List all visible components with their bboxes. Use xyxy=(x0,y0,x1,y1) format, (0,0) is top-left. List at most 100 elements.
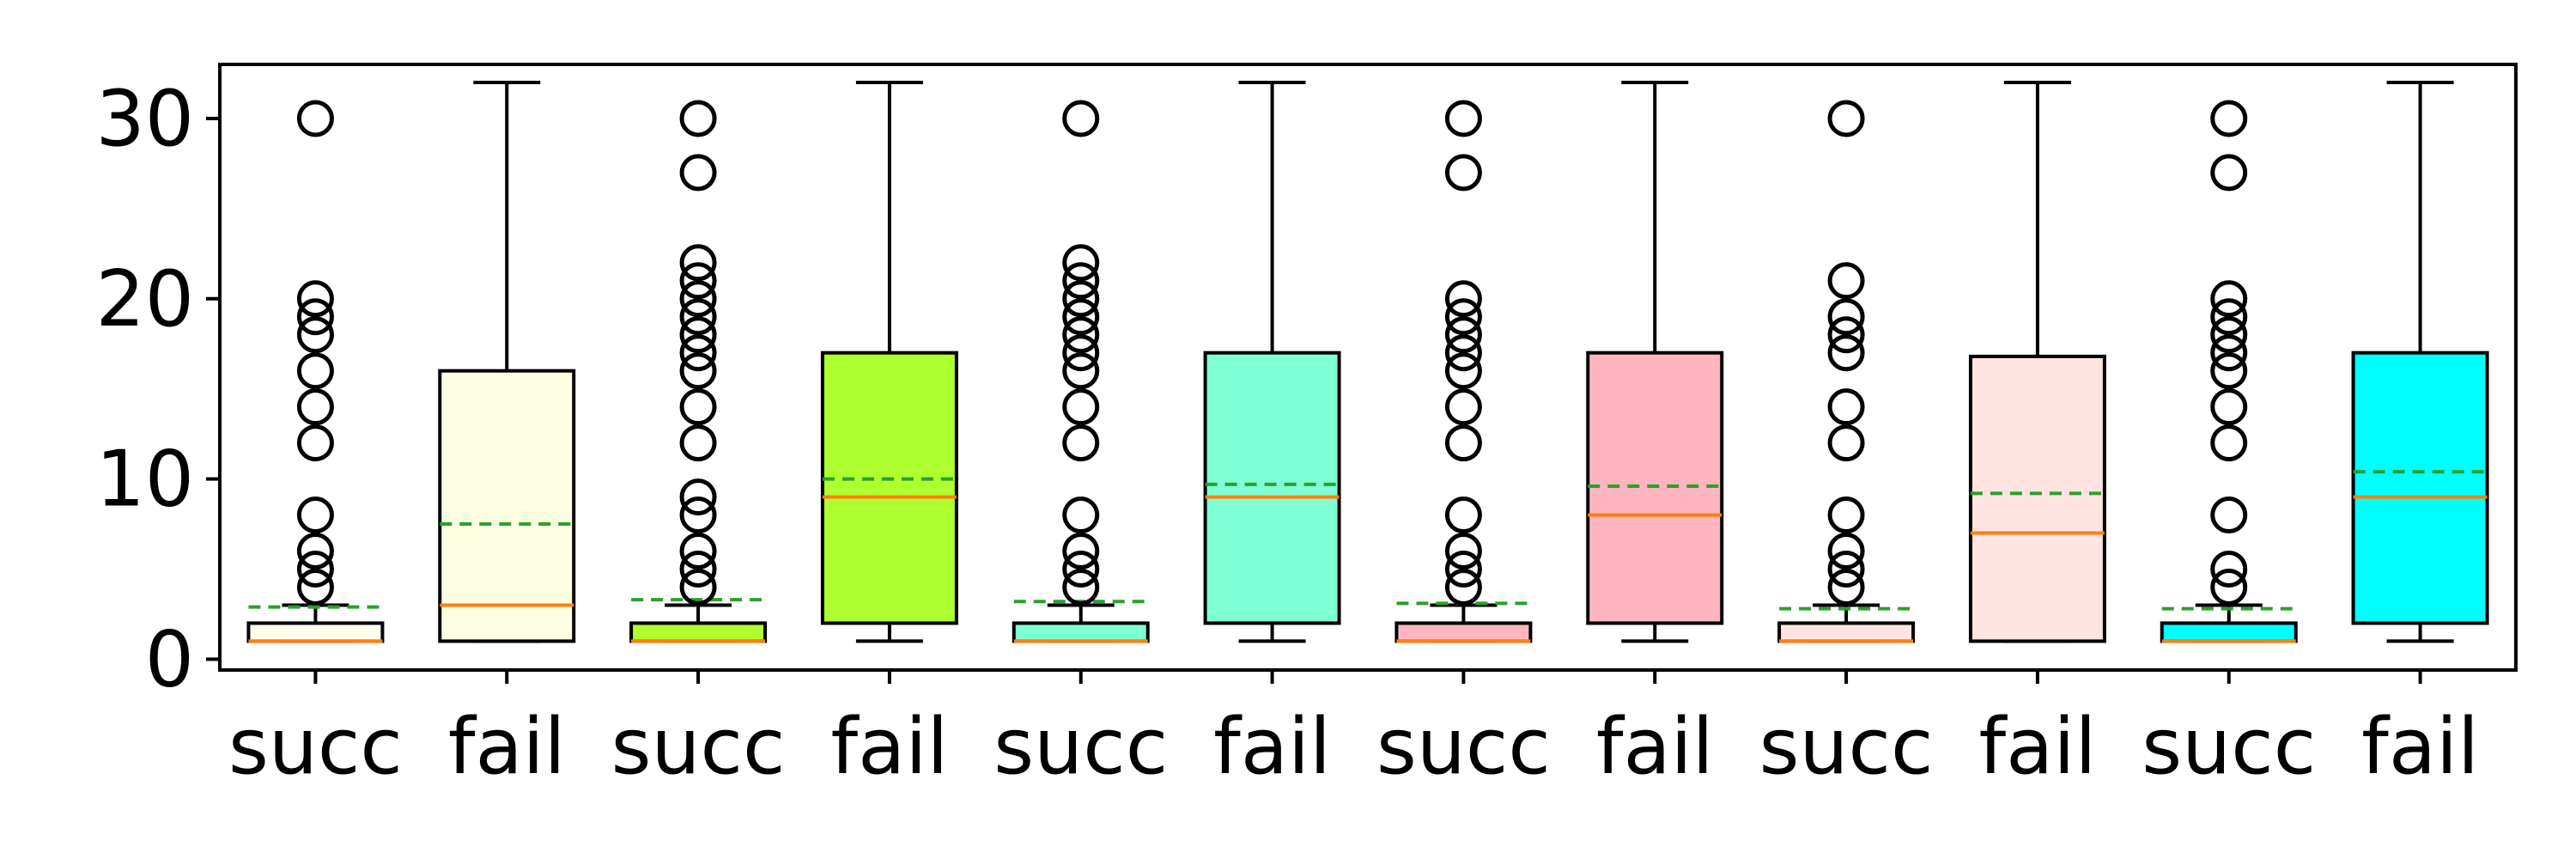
box-group-11 xyxy=(2160,100,2298,643)
x-tick-label: fail xyxy=(1213,702,1331,792)
outlier-point xyxy=(1827,100,1865,137)
outlier-point xyxy=(1062,280,1100,318)
outlier-point xyxy=(679,334,717,372)
boxes-layer xyxy=(246,80,2489,643)
box-iqr xyxy=(438,369,576,643)
outlier-point xyxy=(1444,154,1482,192)
outlier-point xyxy=(1444,334,1482,372)
outlier-point xyxy=(1444,568,1482,606)
outlier-point xyxy=(1444,497,1482,534)
outlier-point xyxy=(1062,424,1100,462)
outlier-point xyxy=(1062,244,1100,282)
box-group-3 xyxy=(629,100,768,643)
outlier-point xyxy=(1062,568,1100,606)
outlier-point xyxy=(1062,100,1100,137)
outlier-point xyxy=(296,424,334,462)
outlier-point xyxy=(1827,298,1865,336)
outlier-point xyxy=(1827,316,1865,354)
outlier-point xyxy=(1827,388,1865,426)
box-iqr xyxy=(1968,354,2106,643)
box-group-8 xyxy=(1586,80,1724,643)
outlier-point xyxy=(2210,388,2248,426)
outlier-point xyxy=(1444,388,1482,426)
outlier-point xyxy=(679,244,717,282)
outlier-point xyxy=(1444,100,1482,137)
box-iqr xyxy=(629,621,768,643)
box-group-10 xyxy=(1968,80,2106,643)
outlier-point xyxy=(679,388,717,426)
outlier-point xyxy=(296,551,334,588)
outlier-point xyxy=(2210,316,2248,354)
outlier-point xyxy=(679,154,717,192)
outlier-point xyxy=(296,352,334,390)
outlier-point xyxy=(1062,497,1100,534)
outlier-point xyxy=(1827,551,1865,588)
outlier-point xyxy=(1062,352,1100,390)
outlier-point xyxy=(1062,334,1100,372)
outlier-point xyxy=(296,497,334,534)
box-group-4 xyxy=(820,80,958,643)
outlier-point xyxy=(679,568,717,606)
outlier-point xyxy=(2210,568,2248,606)
x-tick-label: fail xyxy=(1596,702,1714,792)
outlier-point xyxy=(296,298,334,336)
outlier-point xyxy=(1062,316,1100,354)
outlier-point xyxy=(1062,262,1100,300)
outlier-point xyxy=(2210,154,2248,192)
y-axis: 0 10 20 30 xyxy=(95,74,220,704)
outlier-point xyxy=(679,316,717,354)
x-tick-label: fail xyxy=(448,702,566,792)
box-iqr xyxy=(1586,350,1724,625)
outlier-point xyxy=(679,497,717,534)
box-group-12 xyxy=(2351,80,2489,643)
outlier-point xyxy=(296,533,334,570)
x-tick-label: fail xyxy=(1978,702,2096,792)
outlier-point xyxy=(2210,497,2248,534)
outlier-point xyxy=(2210,334,2248,372)
y-tick-label: 0 xyxy=(145,614,194,704)
outlier-point xyxy=(679,478,717,516)
box-group-7 xyxy=(1394,100,1533,643)
outlier-point xyxy=(2210,280,2248,318)
x-tick-label: succ xyxy=(993,702,1168,792)
outlier-point xyxy=(679,424,717,462)
x-tick-label: succ xyxy=(611,702,786,792)
outlier-point xyxy=(1827,334,1865,372)
outlier-point xyxy=(1444,424,1482,462)
outlier-point xyxy=(2210,551,2248,588)
x-tick-label: succ xyxy=(1759,702,1934,792)
plot-frame xyxy=(218,63,2518,672)
y-tick-label: 30 xyxy=(95,74,194,164)
outlier-point xyxy=(679,280,717,318)
x-axis: succ fail succ fail succ fail succ fail succ fail… xyxy=(228,670,2479,792)
outlier-point xyxy=(2210,424,2248,462)
outlier-point xyxy=(1827,262,1865,300)
y-tick-label: 10 xyxy=(95,435,194,525)
outlier-point xyxy=(1827,568,1865,606)
outlier-point xyxy=(1062,388,1100,426)
box-group-9 xyxy=(1777,100,1916,643)
outlier-point xyxy=(2210,298,2248,336)
box-iqr xyxy=(820,350,958,625)
outlier-point xyxy=(679,298,717,336)
box-group-6 xyxy=(1203,80,1341,643)
outlier-point xyxy=(1827,533,1865,570)
x-tick-label: succ xyxy=(228,702,403,792)
outlier-point xyxy=(679,533,717,570)
outlier-point xyxy=(1444,298,1482,336)
outlier-point xyxy=(1444,280,1482,318)
box-iqr xyxy=(1012,621,1150,643)
outlier-point xyxy=(1062,298,1100,336)
outlier-point xyxy=(1444,316,1482,354)
box-iqr xyxy=(2160,621,2298,643)
outlier-point xyxy=(679,551,717,588)
outlier-point xyxy=(296,280,334,318)
outlier-point xyxy=(1827,497,1865,534)
box-iqr xyxy=(246,621,385,643)
outlier-point xyxy=(1444,352,1482,390)
outlier-point xyxy=(679,262,717,300)
box-group-1 xyxy=(246,100,385,643)
outlier-point xyxy=(679,100,717,137)
outlier-point xyxy=(2210,352,2248,390)
